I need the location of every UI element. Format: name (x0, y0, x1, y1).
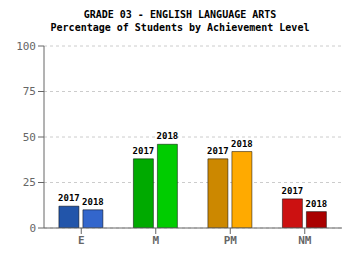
svg-text:0: 0 (29, 222, 36, 235)
svg-text:NM: NM (298, 234, 312, 247)
svg-text:2018: 2018 (306, 199, 328, 209)
svg-text:2018: 2018 (231, 139, 253, 149)
svg-text:25: 25 (23, 176, 36, 189)
svg-text:2017: 2017 (207, 146, 229, 156)
svg-text:2017: 2017 (58, 193, 80, 203)
svg-text:100: 100 (16, 40, 36, 53)
svg-text:50: 50 (23, 131, 36, 144)
svg-text:2018: 2018 (82, 197, 104, 207)
svg-text:2017: 2017 (282, 186, 304, 196)
svg-text:M: M (152, 234, 159, 247)
svg-text:2017: 2017 (133, 146, 155, 156)
svg-text:PM: PM (224, 234, 238, 247)
svg-text:75: 75 (23, 85, 36, 98)
svg-text:E: E (78, 234, 85, 247)
html-text:GRADE 03 - ENGLISH LANGUAGE AR: GRADE 03 - ENGLISH LANGUAGE ARTS (83, 9, 277, 20)
html-text:Percentage of Students by Achi: Percentage of Students by Achievement Le… (50, 22, 310, 33)
svg-text:2018: 2018 (157, 131, 179, 141)
